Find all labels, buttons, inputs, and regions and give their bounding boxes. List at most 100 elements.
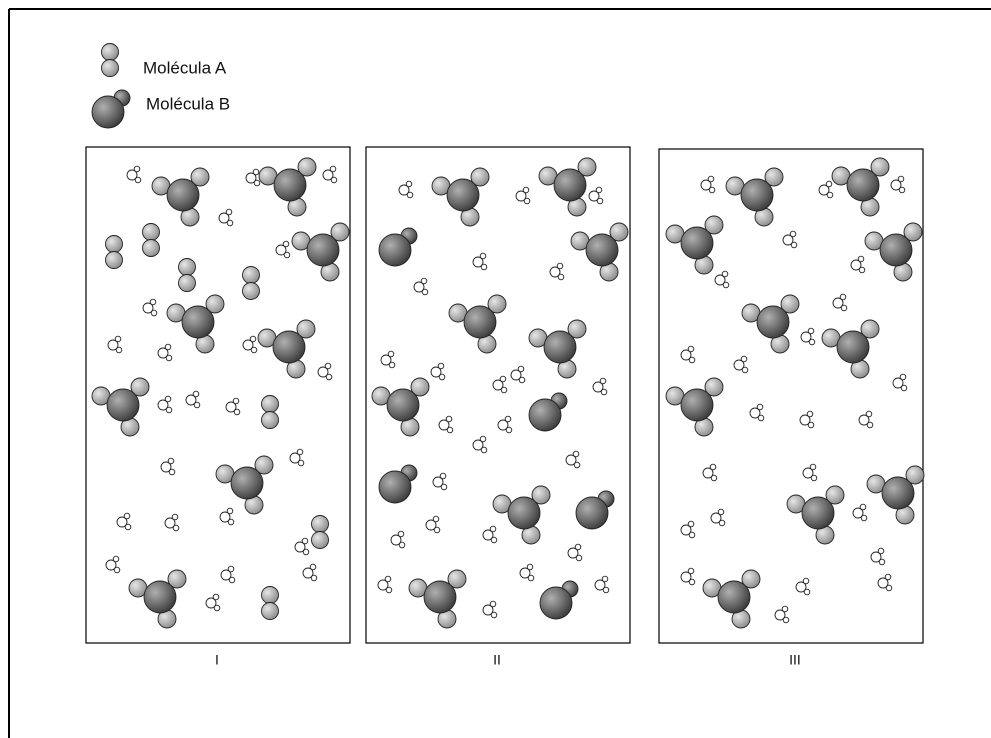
atom <box>421 288 429 296</box>
molecule <box>482 525 498 544</box>
atom <box>595 186 603 194</box>
atom <box>261 586 279 604</box>
atom <box>439 472 447 480</box>
molecule <box>322 165 338 184</box>
atom <box>228 576 236 584</box>
atom <box>714 274 726 286</box>
atom <box>782 234 794 246</box>
atom <box>205 597 217 609</box>
atom <box>489 525 497 533</box>
atom <box>205 294 225 314</box>
molecule <box>164 513 180 532</box>
atom <box>826 191 834 199</box>
molecule <box>91 89 131 129</box>
atom <box>802 577 810 585</box>
atom <box>710 474 718 482</box>
atom <box>432 476 444 488</box>
atom <box>567 547 579 559</box>
atom <box>702 467 714 479</box>
atom <box>330 176 338 184</box>
atom <box>789 230 797 238</box>
molecule <box>91 377 150 437</box>
atom <box>437 362 445 370</box>
atom <box>721 270 729 278</box>
atom <box>446 178 480 212</box>
molecule <box>390 530 406 549</box>
atom <box>764 167 784 187</box>
molecule <box>818 180 834 199</box>
molecule <box>821 319 880 379</box>
atom <box>105 559 117 571</box>
molecule <box>570 222 629 282</box>
atom <box>741 569 761 589</box>
atom <box>722 281 730 289</box>
atom <box>324 362 332 370</box>
molecule <box>539 580 579 620</box>
atom <box>164 343 172 351</box>
atom <box>296 448 304 456</box>
atom <box>825 485 845 505</box>
molecule <box>858 410 874 429</box>
molecule <box>710 508 726 527</box>
atom <box>378 470 412 504</box>
atom <box>317 366 329 378</box>
atom <box>397 530 405 538</box>
atom <box>302 567 314 579</box>
atom <box>149 298 157 306</box>
atom <box>808 338 816 346</box>
atom <box>757 414 765 422</box>
atom <box>446 426 454 434</box>
atom <box>526 563 534 571</box>
atom <box>329 165 337 173</box>
molecule <box>291 222 350 282</box>
atom <box>749 407 761 419</box>
atom <box>688 578 696 586</box>
molecule <box>832 293 848 312</box>
atom <box>105 235 123 253</box>
atom <box>220 569 232 581</box>
atom <box>818 184 830 196</box>
atom <box>325 373 333 381</box>
atom <box>192 390 200 398</box>
molecule <box>220 565 236 584</box>
molecule <box>215 455 274 515</box>
atom <box>171 513 179 521</box>
atom <box>227 565 235 573</box>
molecule <box>105 555 121 574</box>
atom <box>261 602 279 620</box>
atom <box>531 485 551 505</box>
atom <box>447 569 467 589</box>
atom <box>567 319 587 339</box>
atom <box>802 467 814 479</box>
atom <box>601 575 609 583</box>
atom <box>781 605 789 613</box>
atom <box>858 414 870 426</box>
atom <box>741 366 749 374</box>
molecule <box>258 157 317 217</box>
atom <box>252 168 260 176</box>
atom <box>718 519 726 527</box>
molecule <box>430 362 446 381</box>
molecule <box>413 277 429 296</box>
atom <box>482 604 494 616</box>
atom <box>142 302 154 314</box>
atom <box>398 184 410 196</box>
atom <box>600 388 608 396</box>
atom <box>438 419 450 431</box>
atom <box>497 419 509 431</box>
molecule <box>101 43 119 77</box>
atom <box>704 377 724 397</box>
atom <box>858 266 866 274</box>
atom <box>254 455 274 475</box>
atom <box>433 526 441 534</box>
atom <box>167 569 187 589</box>
atom <box>242 339 254 351</box>
atom <box>680 226 714 260</box>
atom <box>704 215 724 235</box>
atom <box>116 516 128 528</box>
atom <box>479 435 487 443</box>
molecule <box>472 252 488 271</box>
molecule <box>425 515 441 534</box>
atom <box>261 411 279 429</box>
